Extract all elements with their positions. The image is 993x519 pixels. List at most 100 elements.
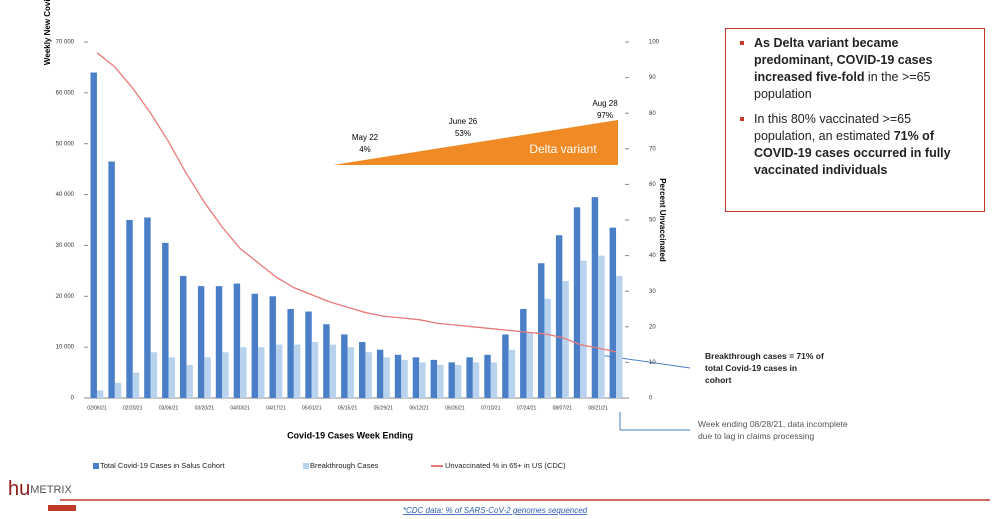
- legend-swatch: [93, 463, 99, 469]
- bar: [197, 286, 205, 398]
- footnote: *CDC data: % of SARS-CoV-2 genomes seque…: [403, 506, 588, 515]
- bullet: As Delta variant became predominant, COV…: [740, 35, 974, 103]
- x-tick-label: 07/10/21: [481, 405, 501, 411]
- bar: [573, 207, 581, 398]
- bar: [204, 357, 211, 398]
- y-tick-label: 30 000: [56, 243, 75, 249]
- bar: [591, 197, 599, 398]
- bar: [233, 283, 241, 398]
- bar: [258, 347, 265, 398]
- x-tick-label: 07/24/21: [517, 405, 537, 411]
- bar: [412, 357, 420, 398]
- bar: [508, 349, 516, 398]
- bar: [383, 357, 390, 398]
- y2-tick-label: 50: [649, 218, 656, 224]
- bar: [484, 354, 491, 398]
- bar: [215, 286, 223, 398]
- bar: [222, 352, 229, 398]
- x-tick-label: 02/06/21: [87, 405, 107, 411]
- y-axis-title: Weekly New Covid-19 Infections: [43, 0, 52, 65]
- bar: [341, 334, 348, 398]
- arrow: [619, 412, 690, 431]
- bar: [376, 349, 384, 398]
- bar: [609, 227, 617, 398]
- bar: [562, 281, 569, 398]
- annotation: Breakthrough cases = 71% of total Covid-…: [705, 351, 824, 385]
- x-axis-title: Covid-19 Cases Week Ending: [287, 430, 413, 440]
- bar: [144, 217, 151, 398]
- x-tick-label: 03/20/21: [195, 405, 215, 411]
- y-tick-label: 10 000: [56, 345, 75, 351]
- logo-bar: [48, 505, 76, 511]
- delta-pct: 4%: [359, 145, 371, 154]
- bar: [305, 311, 312, 398]
- bar: [448, 362, 455, 398]
- bar: [240, 347, 247, 398]
- annotation: Week ending 08/28/21, data incomplete du…: [698, 419, 848, 441]
- bullet-list: As Delta variant became predominant, COV…: [736, 35, 974, 179]
- bar: [323, 324, 330, 398]
- y-tick-label: 20 000: [56, 294, 75, 300]
- bar: [437, 364, 444, 398]
- bar: [401, 359, 408, 398]
- x-tick-label: 06/12/21: [409, 405, 429, 411]
- bar: [168, 357, 175, 398]
- y-tick-label: 40 000: [56, 192, 75, 198]
- bar: [598, 255, 605, 398]
- bar: [311, 342, 319, 398]
- delta-date: Aug 28: [592, 99, 618, 108]
- bar: [251, 293, 259, 398]
- line: [96, 52, 617, 353]
- bar: [347, 347, 354, 398]
- bar: [186, 364, 193, 398]
- legend-label: Breakthrough Cases: [310, 461, 379, 470]
- bar: [419, 362, 426, 398]
- y2-tick-label: 30: [649, 289, 656, 295]
- bar: [502, 334, 509, 398]
- y2-tick-label: 60: [649, 182, 656, 188]
- bar: [555, 235, 563, 398]
- bar: [162, 242, 169, 398]
- x-tick-label: 08/07/21: [553, 405, 573, 411]
- bullet: In this 80% vaccinated >=65 population, …: [740, 111, 974, 179]
- y-tick-label: 50 000: [56, 141, 75, 147]
- logo: huMETRIX: [8, 478, 72, 500]
- bullet-text: 71% of COVID-19 cases occurred in fully …: [754, 129, 951, 177]
- bar: [114, 382, 122, 398]
- y2-tick-label: 40: [649, 253, 656, 259]
- y2-axis-title: Percent Unvaccinated: [658, 178, 667, 262]
- bar: [520, 309, 527, 398]
- x-tick-label: 05/15/21: [338, 405, 358, 411]
- bar: [616, 275, 623, 398]
- bar: [454, 364, 462, 398]
- logo-a: hu: [8, 478, 30, 500]
- delta-date: May 22: [352, 133, 379, 142]
- x-tick-label: 08/21/21: [588, 405, 608, 411]
- bar: [359, 342, 366, 398]
- y2-tick-label: 10: [649, 360, 656, 366]
- y-tick-label: 70 000: [56, 40, 75, 46]
- delta-label: Delta variant: [529, 142, 597, 156]
- bar: [126, 220, 133, 398]
- bar: [472, 362, 480, 398]
- bar: [430, 359, 438, 398]
- legend-label: Total Covid-19 Cases in Salus Cohort: [100, 461, 226, 470]
- bar: [108, 161, 115, 398]
- bar: [329, 344, 337, 398]
- x-tick-label: 06/26/21: [445, 405, 465, 411]
- x-tick-label: 05/01/21: [302, 405, 322, 411]
- delta-pct: 97%: [597, 111, 613, 120]
- bar: [544, 298, 551, 398]
- bar: [275, 344, 283, 398]
- bar: [526, 331, 533, 398]
- bar: [580, 260, 587, 398]
- bar: [466, 357, 473, 398]
- delta-triangle: [333, 120, 618, 165]
- y2-tick-label: 0: [649, 396, 653, 402]
- y2-tick-label: 90: [649, 75, 656, 81]
- bar: [132, 372, 140, 398]
- bar: [180, 275, 187, 398]
- legend-label: Unvaccinated % in 65+ in US (CDC): [445, 461, 566, 470]
